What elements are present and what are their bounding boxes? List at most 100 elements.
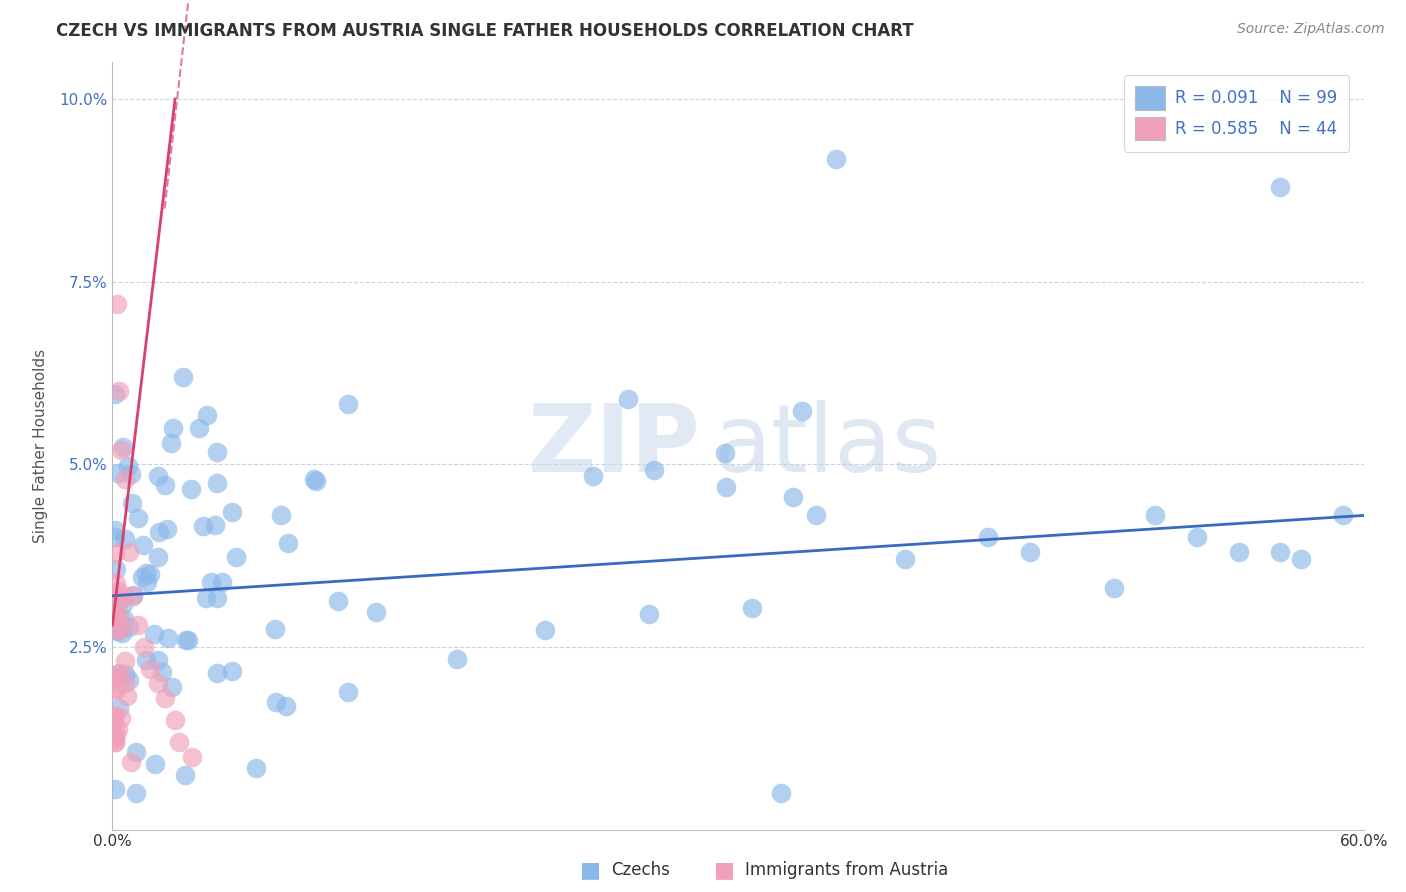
Point	[104, 609, 127, 624]
Point	[107, 666, 129, 681]
Point	[200, 574, 222, 589]
Point	[107, 584, 129, 599]
Point	[111, 597, 134, 611]
Point	[205, 444, 228, 458]
Point	[108, 609, 131, 624]
Point	[127, 618, 149, 632]
Point	[105, 575, 128, 590]
Point	[117, 458, 139, 473]
Point	[146, 549, 169, 564]
Point	[790, 403, 813, 417]
Point	[305, 474, 328, 488]
Point	[195, 591, 218, 605]
Point	[114, 653, 136, 667]
Point	[160, 436, 183, 450]
Point	[221, 664, 243, 678]
Point	[105, 671, 128, 685]
Point	[111, 626, 134, 640]
Point	[148, 468, 170, 483]
Point	[103, 731, 125, 745]
Point	[163, 713, 186, 727]
Point	[177, 632, 200, 647]
Point	[191, 519, 214, 533]
Point	[112, 440, 135, 454]
Point	[156, 522, 179, 536]
Point	[1270, 179, 1292, 194]
Text: Source: ZipAtlas.com: Source: ZipAtlas.com	[1237, 22, 1385, 37]
Point	[1102, 582, 1125, 596]
Point	[134, 652, 156, 666]
Point	[107, 384, 129, 399]
Point	[1270, 545, 1292, 559]
Point	[263, 622, 285, 636]
Point	[143, 756, 166, 771]
Point	[162, 421, 184, 435]
Point	[1227, 545, 1250, 559]
Point	[135, 566, 157, 580]
Point	[120, 467, 142, 482]
Point	[582, 469, 605, 483]
Point	[148, 525, 170, 540]
Point	[110, 711, 132, 725]
Point	[103, 387, 125, 401]
Point	[150, 665, 173, 679]
Legend: R = 0.091    N = 99, R = 0.585    N = 44: R = 0.091 N = 99, R = 0.585 N = 44	[1123, 75, 1350, 152]
Point	[104, 728, 127, 742]
Point	[139, 567, 162, 582]
Point	[155, 478, 177, 492]
Point	[107, 701, 129, 715]
Point	[336, 397, 359, 411]
Point	[103, 673, 125, 687]
Point	[366, 605, 388, 619]
Point	[616, 392, 638, 407]
Point	[643, 463, 665, 477]
Text: Czechs: Czechs	[612, 861, 671, 879]
Point	[118, 673, 141, 687]
Point	[114, 532, 136, 546]
Point	[162, 680, 184, 694]
Point	[782, 490, 804, 504]
Point	[172, 369, 194, 384]
Point	[302, 472, 325, 486]
Point	[180, 483, 202, 497]
Point	[205, 665, 228, 680]
Point	[211, 575, 233, 590]
Point	[225, 550, 247, 565]
Point	[533, 623, 555, 637]
Point	[103, 709, 125, 723]
Point	[112, 611, 135, 625]
Point	[446, 652, 468, 666]
Y-axis label: Single Father Households: Single Father Households	[34, 349, 48, 543]
Point	[156, 631, 179, 645]
Point	[977, 530, 1000, 544]
Point	[173, 768, 195, 782]
Point	[103, 606, 125, 620]
Text: atlas: atlas	[713, 400, 942, 492]
Point	[104, 546, 127, 560]
Text: ■: ■	[581, 860, 600, 880]
Point	[274, 699, 297, 714]
Point	[804, 508, 827, 523]
Point	[108, 593, 131, 607]
Point	[132, 640, 155, 654]
Point	[125, 745, 148, 759]
Point	[124, 786, 146, 800]
Point	[204, 518, 226, 533]
Point	[103, 524, 125, 538]
Point	[118, 545, 141, 559]
Point	[167, 735, 190, 749]
Point	[103, 724, 125, 739]
Point	[121, 756, 143, 770]
Point	[1019, 545, 1042, 559]
Point	[107, 623, 129, 637]
Point	[104, 735, 127, 749]
Point	[103, 708, 125, 723]
Point	[741, 601, 763, 615]
Point	[112, 590, 135, 604]
Point	[104, 735, 127, 749]
Point	[103, 712, 125, 726]
Point	[714, 480, 737, 494]
Text: CZECH VS IMMIGRANTS FROM AUSTRIA SINGLE FATHER HOUSEHOLDS CORRELATION CHART: CZECH VS IMMIGRANTS FROM AUSTRIA SINGLE …	[56, 22, 914, 40]
Point	[894, 552, 917, 566]
Point	[103, 611, 125, 625]
